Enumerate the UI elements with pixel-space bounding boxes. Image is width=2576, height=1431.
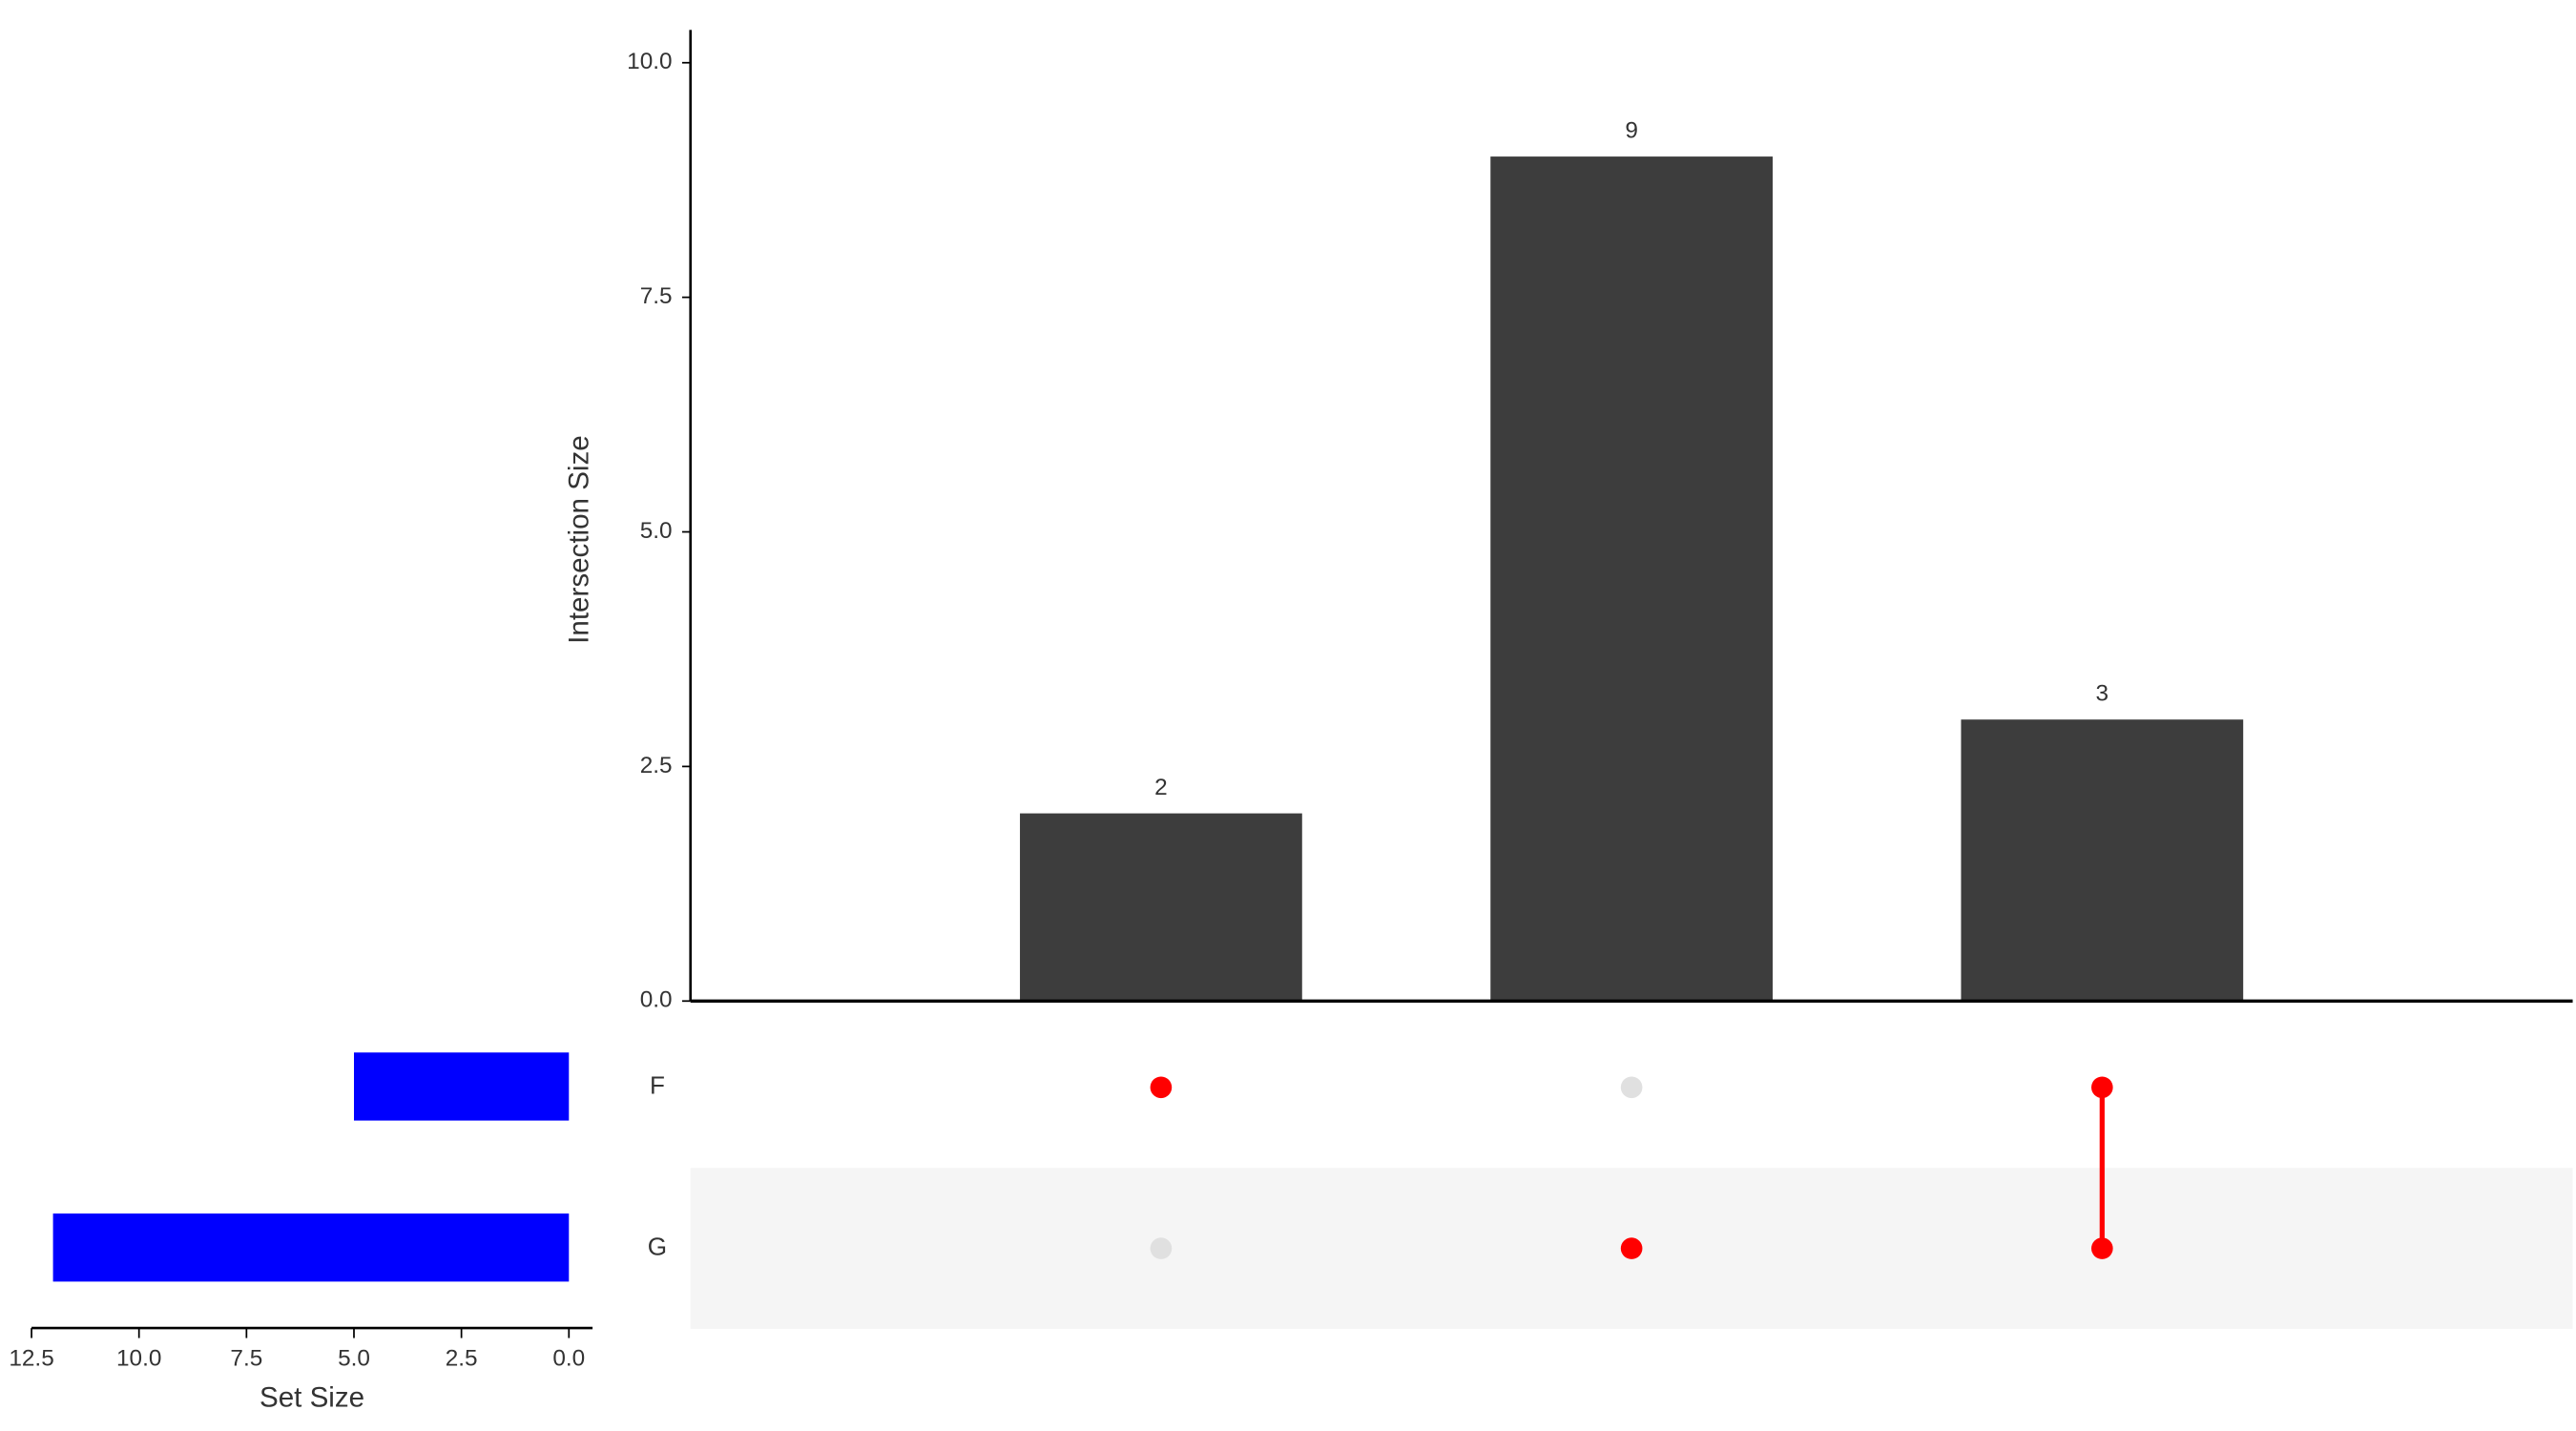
matrix-dot xyxy=(1620,1076,1643,1099)
y-tick-label: 10.0 xyxy=(627,49,672,74)
bar xyxy=(1020,813,1302,1002)
y-axis-label: Intersection Size xyxy=(564,435,595,644)
bar-label: 2 xyxy=(1154,775,1168,800)
bar-label: 3 xyxy=(2096,681,2109,707)
matrix-dot xyxy=(1620,1237,1643,1259)
set-label: F xyxy=(650,1071,665,1100)
set-bar xyxy=(353,1052,570,1121)
matrix-dot xyxy=(1150,1237,1173,1259)
y-tick-label: 2.5 xyxy=(640,753,673,778)
bar-label: 9 xyxy=(1625,117,1638,143)
y-tick-label: 0.0 xyxy=(640,987,673,1013)
set-bar xyxy=(52,1213,570,1282)
set-tick-label: 7.5 xyxy=(230,1346,262,1372)
set-tick-label: 0.0 xyxy=(552,1346,585,1372)
matrix-dot xyxy=(2091,1076,2113,1099)
y-tick-label: 5.0 xyxy=(640,518,673,544)
y-tick-label: 7.5 xyxy=(640,283,673,309)
set-tick-label: 2.5 xyxy=(446,1346,478,1372)
set-label: G xyxy=(648,1232,667,1260)
matrix-dot xyxy=(1150,1076,1173,1099)
set-tick-label: 10.0 xyxy=(116,1346,161,1372)
set-tick-label: 5.0 xyxy=(338,1346,370,1372)
bar xyxy=(1490,156,1773,1002)
bar xyxy=(1961,719,2244,1002)
matrix-dot xyxy=(2091,1237,2113,1259)
set-tick-label: 12.5 xyxy=(9,1346,53,1372)
x-axis-label: Set Size xyxy=(260,1382,364,1414)
